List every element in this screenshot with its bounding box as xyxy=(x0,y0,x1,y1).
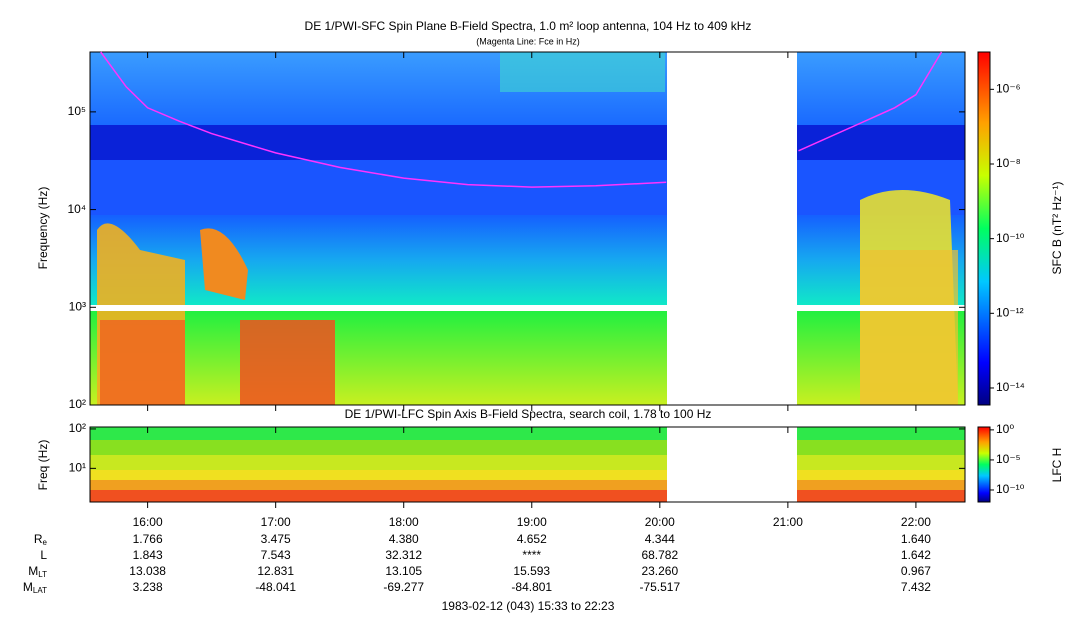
ephemeris-value: 3.475 xyxy=(261,532,291,546)
spectrogram-image xyxy=(90,52,965,405)
x-tick-label: 21:00 xyxy=(773,515,803,529)
plot-frame xyxy=(89,51,966,406)
ephemeris-value: 12.831 xyxy=(257,564,294,578)
row-label: MLAT xyxy=(23,580,47,595)
row-label-main: M xyxy=(28,564,38,578)
row-label: MLT xyxy=(28,564,47,579)
ephemeris-value: 13.105 xyxy=(385,564,422,578)
row-label-main: M xyxy=(23,580,33,594)
ephemeris-value: 1.640 xyxy=(901,532,931,546)
ephemeris-value: 4.652 xyxy=(517,532,547,546)
ephemeris-value: 1.642 xyxy=(901,548,931,562)
chart-title: DE 1/PWI-SFC Spin Plane B-Field Spectra,… xyxy=(305,19,752,33)
ephemeris-value: 32.312 xyxy=(385,548,422,562)
y-tick-label: 10⁴ xyxy=(67,202,86,216)
colorbar-label: SFC B (nT² Hz⁻¹) xyxy=(1050,182,1064,275)
colorbar-tick-label: 10⁻¹⁴ xyxy=(996,380,1025,394)
row-label: Re xyxy=(34,532,48,547)
ephemeris-value: 0.967 xyxy=(901,564,931,578)
colorbar-tick-label: 10⁰ xyxy=(996,422,1014,436)
fce-line xyxy=(798,51,943,152)
colorbar xyxy=(977,426,991,503)
ephemeris-value: 4.344 xyxy=(645,532,675,546)
colorbar xyxy=(977,51,991,406)
ephemeris-value: -48.041 xyxy=(255,580,296,594)
colorbar-tick-label: 10⁻¹⁰ xyxy=(996,482,1025,496)
footer: 1983-02-12 (043) 15:33 to 22:23 xyxy=(442,599,615,613)
ephemeris-value: 15.593 xyxy=(513,564,550,578)
colorbar-tick-label: 10⁻¹² xyxy=(996,305,1024,319)
y-tick-label: 10¹ xyxy=(69,461,86,475)
plot-frame xyxy=(89,426,966,503)
ephemeris-value: 7.432 xyxy=(901,580,931,594)
x-tick-label: 19:00 xyxy=(517,515,547,529)
row-label-main: L xyxy=(40,548,47,562)
x-tick-label: 18:00 xyxy=(389,515,419,529)
row-label: L xyxy=(40,548,47,562)
y-axis-label: Freq (Hz) xyxy=(36,440,50,491)
ephemeris-value: 1.766 xyxy=(133,532,163,546)
x-tick-label: 22:00 xyxy=(901,515,931,529)
row-label-sub: e xyxy=(43,538,48,547)
y-tick-label: 10³ xyxy=(69,299,86,313)
colorbar-tick-label: 10⁻⁸ xyxy=(996,156,1021,170)
spectrogram-image xyxy=(90,427,965,502)
ephemeris-value: -75.517 xyxy=(639,580,680,594)
x-tick-label: 20:00 xyxy=(645,515,675,529)
chart-title: DE 1/PWI-LFC Spin Axis B-Field Spectra, … xyxy=(345,407,712,421)
colorbar-label: LFC H xyxy=(1050,448,1064,483)
ephemeris-value: 4.380 xyxy=(389,532,419,546)
ephemeris-value: 68.782 xyxy=(641,548,678,562)
ephemeris-value: -69.277 xyxy=(383,580,424,594)
fce-line xyxy=(100,51,667,188)
y-tick-label: 10² xyxy=(69,397,86,411)
ephemeris-value: 23.260 xyxy=(641,564,678,578)
ephemeris-value: 1.843 xyxy=(133,548,163,562)
colorbar-tick-label: 10⁻¹⁰ xyxy=(996,231,1025,245)
ephemeris-value: 13.038 xyxy=(129,564,166,578)
ephemeris-value: -84.801 xyxy=(511,580,552,594)
colorbar-tick-label: 10⁻⁵ xyxy=(996,452,1021,466)
ephemeris-value: **** xyxy=(522,548,541,562)
row-label-sub: LT xyxy=(38,570,47,579)
y-axis-label: Frequency (Hz) xyxy=(36,187,50,270)
chart-subtitle: (Magenta Line: Fce in Hz) xyxy=(476,36,580,46)
x-tick-label: 16:00 xyxy=(133,515,163,529)
row-label-main: R xyxy=(34,532,43,546)
x-tick-label: 17:00 xyxy=(261,515,291,529)
y-tick-label: 10² xyxy=(69,421,86,435)
ephemeris-value: 7.543 xyxy=(261,548,291,562)
colorbar-tick-label: 10⁻⁶ xyxy=(996,82,1021,96)
y-tick-label: 10⁵ xyxy=(68,104,86,118)
ephemeris-value: 3.238 xyxy=(133,580,163,594)
row-label-sub: LAT xyxy=(33,586,47,595)
